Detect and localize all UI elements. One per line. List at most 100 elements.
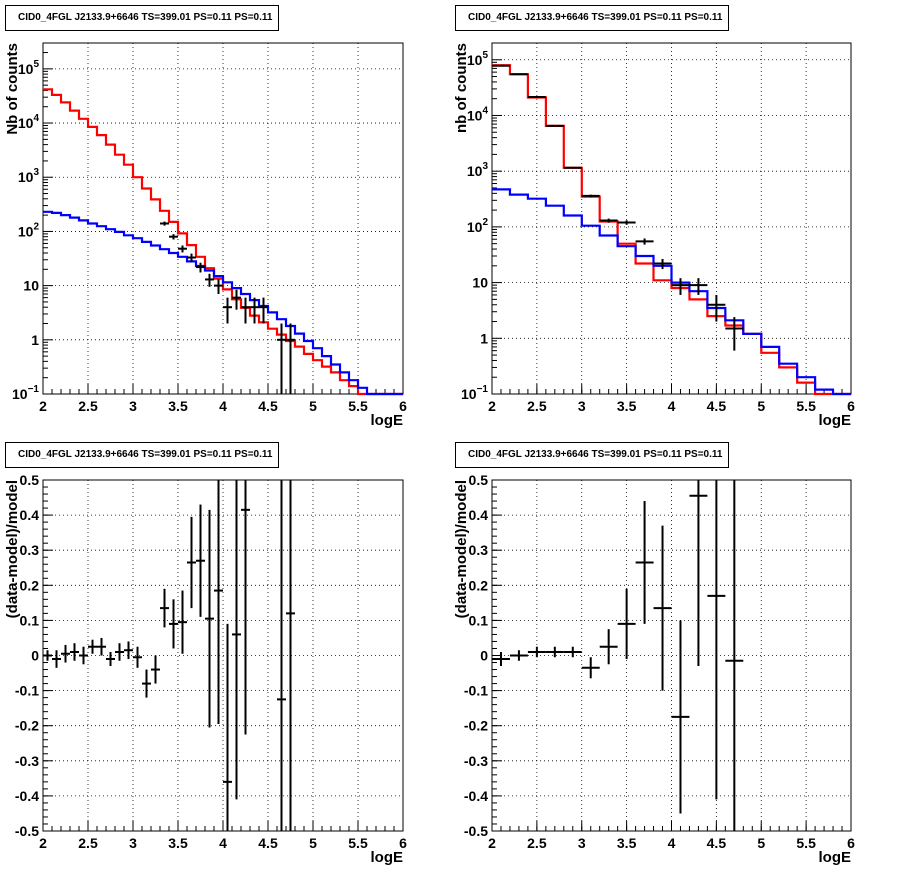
x-tick-label: 2.5 [527, 398, 547, 414]
data-point [79, 646, 88, 665]
data-point [545, 124, 564, 127]
y-tick-label: 10−1 [12, 384, 39, 402]
x-tick-label: 5.5 [348, 835, 368, 851]
y-tick-label: 1 [480, 330, 488, 346]
chart-panel-1: 2 2.5 3 3.5 4 4.5 5 5.5 6 10−1 1 10 102 103 104 105 logE… [4, 42, 407, 429]
data-point [43, 650, 52, 661]
data-point [689, 278, 708, 295]
x-tick-label: 5 [757, 398, 765, 414]
x-axis-label: logE [371, 849, 404, 866]
x-tick-label: 4.5 [707, 398, 727, 414]
y-tick-label: 0.4 [20, 507, 40, 523]
data-point [241, 297, 250, 324]
panel-title-bottom-right: CID0_4FGL J2133.9+6646 TS=399.01 PS=0.11… [455, 442, 730, 468]
data-point [509, 650, 528, 661]
data-point [509, 73, 528, 76]
data-point [232, 289, 241, 310]
y-tick-label: 10−1 [461, 384, 488, 402]
y-tick-label: -0.3 [464, 753, 488, 769]
y-tick-label: 105 [467, 50, 489, 68]
x-tick-label: 5 [309, 398, 317, 414]
x-tick-label: 2 [488, 398, 496, 414]
x-tick-label: 2 [39, 835, 47, 851]
data-point [725, 480, 744, 831]
data-point [178, 245, 187, 253]
panel-title-top-left: CID0_4FGL J2133.9+6646 TS=399.01 PS=0.11… [5, 5, 280, 31]
y-tick-label: 103 [467, 161, 489, 179]
x-tick-label: 4 [668, 835, 676, 851]
x-tick-label: 2.5 [527, 835, 547, 851]
data-point [196, 262, 205, 273]
x-tick-label: 6 [847, 835, 855, 851]
data-point [563, 166, 582, 169]
x-tick-label: 3.5 [168, 398, 188, 414]
data-point [689, 480, 708, 667]
y-tick-label: 1 [31, 332, 39, 348]
series-line-2 [43, 210, 403, 396]
y-axis-label: nb of counts [453, 43, 470, 133]
data-point [617, 588, 636, 660]
data-point [545, 646, 564, 658]
x-tick-label: 3.5 [168, 835, 188, 851]
data-point [671, 278, 690, 295]
x-tick-label: 5.5 [348, 398, 368, 414]
y-axis-label: Nb of counts [4, 43, 21, 135]
data-point [527, 95, 546, 98]
data-point [635, 501, 654, 624]
x-tick-label: 3.5 [617, 398, 637, 414]
data-point [653, 259, 672, 270]
data-point [277, 323, 286, 394]
data-point [151, 655, 160, 684]
data-point [214, 279, 223, 295]
y-axis-label: (data-model)/model [453, 480, 470, 618]
data-point [205, 273, 214, 287]
y-tick-label: 0.5 [469, 472, 489, 488]
y-tick-label: -0.1 [15, 683, 39, 699]
y-tick-label: 0.2 [469, 577, 489, 593]
x-tick-label: 4 [219, 835, 227, 851]
y-tick-label: 0.3 [20, 542, 40, 558]
y-tick-label: 0.4 [469, 507, 489, 523]
data-point [581, 657, 600, 679]
y-tick-label: -0.2 [15, 718, 39, 734]
data-point [286, 480, 295, 831]
data-point [635, 238, 654, 245]
y-tick-label: 0 [480, 648, 488, 664]
data-point [223, 297, 232, 324]
series-line-2 [492, 188, 851, 396]
data-point [169, 599, 178, 649]
chart-panel-2: 2 2.5 3 3.5 4 4.5 5 5.5 6 10−1 1 10 102 103 104 105 logE… [453, 42, 855, 429]
data-point [61, 644, 70, 663]
x-tick-label: 3 [129, 398, 137, 414]
y-tick-label: 10 [472, 275, 488, 291]
data-point [178, 590, 187, 654]
x-tick-label: 2.5 [78, 398, 98, 414]
x-axis-label: logE [371, 412, 404, 429]
series-line-1 [492, 64, 851, 396]
data-point [492, 651, 510, 667]
data-point [241, 480, 250, 735]
x-tick-label: 6 [399, 398, 407, 414]
data-point [599, 629, 618, 665]
y-tick-label: 102 [18, 221, 40, 239]
y-tick-label: 0 [31, 648, 39, 664]
data-point [214, 480, 223, 724]
y-tick-label: 102 [467, 217, 489, 235]
data-point [133, 646, 142, 668]
x-tick-label: 3 [578, 835, 586, 851]
y-tick-label: 0.2 [20, 577, 40, 593]
data-point [671, 620, 690, 814]
data-point [286, 323, 295, 394]
data-point [160, 221, 169, 226]
x-tick-label: 4.5 [258, 398, 278, 414]
x-tick-label: 4.5 [258, 835, 278, 851]
y-tick-label: -0.4 [15, 788, 39, 804]
x-tick-label: 6 [847, 398, 855, 414]
data-point [599, 218, 618, 223]
data-point [527, 646, 546, 658]
data-point [250, 297, 259, 324]
x-tick-label: 4 [668, 398, 676, 414]
y-tick-label: 0.1 [469, 612, 489, 628]
chart-panel-4: 2 2.5 3 3.5 4 4.5 5 5.5 6 -0.5 -0.4 -0.3 -0.2 -0.1 0 0.… [453, 472, 855, 866]
